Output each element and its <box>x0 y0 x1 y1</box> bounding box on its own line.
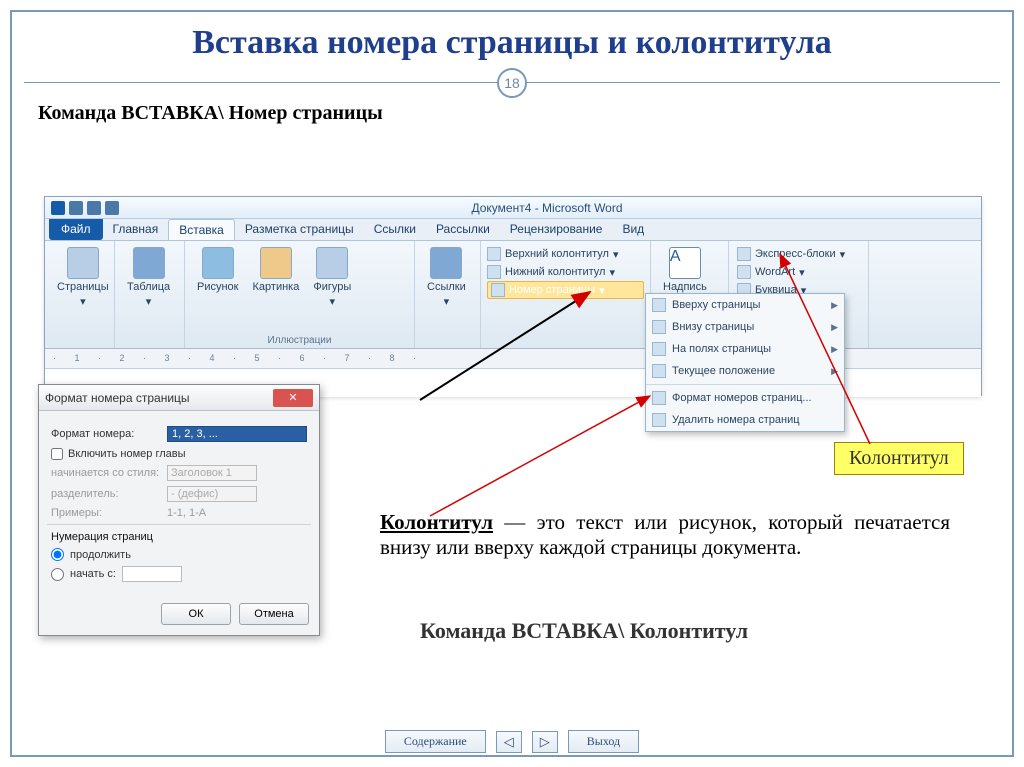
current-icon <box>652 364 666 378</box>
quickparts-button[interactable]: Экспресс-блоки ▾ <box>737 245 860 263</box>
header-button[interactable]: Верхний колонтитул ▾ <box>487 245 644 263</box>
tab-file[interactable]: Файл <box>49 219 103 240</box>
illustrations-group-label: Иллюстрации <box>185 335 414 346</box>
format-select[interactable]: 1, 2, 3, ... <box>167 426 307 442</box>
links-label: Ссылки <box>427 281 466 293</box>
starts-with-style-label: начинается со стиля: <box>51 467 161 479</box>
ok-button[interactable]: ОК <box>161 603 231 625</box>
table-label: Таблица <box>127 281 170 293</box>
dropdown-format-page-numbers[interactable]: Формат номеров страниц... <box>646 387 844 409</box>
include-chapter-label: Включить номер главы <box>68 448 186 460</box>
command2-label: Команда ВСТАВКА\ Колонтитул <box>420 618 748 644</box>
quick-access-toolbar <box>51 201 119 215</box>
footer-icon <box>487 265 501 279</box>
format-label: Формат номера: <box>51 428 161 440</box>
start-at-radio[interactable] <box>51 568 64 581</box>
shapes-button[interactable]: Фигуры▾ <box>309 245 355 310</box>
dialog-title: Формат номера страницы <box>45 391 190 405</box>
separator-label: разделитель: <box>51 488 161 500</box>
wordart-icon <box>737 265 751 279</box>
tab-references[interactable]: Ссылки <box>364 219 426 240</box>
prev-button[interactable]: ◁ <box>496 731 522 753</box>
explanation-term: Колонтитул <box>380 510 493 534</box>
picture-label: Рисунок <box>197 281 239 293</box>
picture-button[interactable]: Рисунок <box>193 245 243 310</box>
tab-view[interactable]: Вид <box>612 219 654 240</box>
page-number-format-dialog: Формат номера страницы ✕ Формат номера: … <box>38 384 320 636</box>
clipart-button[interactable]: Картинка <box>249 245 304 310</box>
quickparts-icon <box>737 247 751 261</box>
format-icon <box>652 391 666 405</box>
clipart-label: Картинка <box>253 281 300 293</box>
word-icon <box>51 201 65 215</box>
table-button[interactable]: Таблица▾ <box>123 245 174 310</box>
save-icon[interactable] <box>69 201 83 215</box>
start-at-input[interactable] <box>122 566 182 582</box>
contents-button[interactable]: Содержание <box>385 730 486 753</box>
dropdown-bottom-of-page[interactable]: Внизу страницы▶ <box>646 316 844 338</box>
page-number-dropdown: Вверху страницы▶ Внизу страницы▶ На поля… <box>645 293 845 432</box>
ribbon-tabs: Файл Главная Вставка Разметка страницы С… <box>45 219 981 241</box>
tab-layout[interactable]: Разметка страницы <box>235 219 364 240</box>
dropdown-remove-page-numbers[interactable]: Удалить номера страниц <box>646 409 844 431</box>
include-chapter-checkbox[interactable] <box>51 448 63 460</box>
tab-mailings[interactable]: Рассылки <box>426 219 500 240</box>
tab-review[interactable]: Рецензирование <box>500 219 613 240</box>
pages-label: Страницы <box>57 281 109 293</box>
header-label: Верхний колонтитул <box>505 248 609 260</box>
undo-icon[interactable] <box>87 201 101 215</box>
continue-label: продолжить <box>70 549 131 561</box>
continue-radio[interactable] <box>51 548 64 561</box>
separator-value: - (дефис) <box>167 486 257 502</box>
explanation-text: Колонтитул — это текст или рисунок, кото… <box>380 510 950 560</box>
window-title: Документ4 - Microsoft Word <box>119 201 975 215</box>
footer-button[interactable]: Нижний колонтитул ▾ <box>487 263 644 281</box>
dropdown-current-position[interactable]: Текущее положение▶ <box>646 360 844 382</box>
wordart-label: WordArt <box>755 266 795 278</box>
wordart-button[interactable]: WordArt ▾ <box>737 263 860 281</box>
word-window: Документ4 - Microsoft Word Файл Главная … <box>44 196 982 396</box>
remove-icon <box>652 413 666 427</box>
margins-icon <box>652 342 666 356</box>
header-icon <box>487 247 501 261</box>
page-number-button[interactable]: Номер страницы ▾ <box>487 281 644 299</box>
pages-button[interactable]: Страницы▾ <box>53 245 113 310</box>
cancel-button[interactable]: Отмена <box>239 603 309 625</box>
top-icon <box>652 298 666 312</box>
bottom-icon <box>652 320 666 334</box>
links-button[interactable]: Ссылки▾ <box>423 245 470 310</box>
quickparts-label: Экспресс-блоки <box>755 248 836 260</box>
page-number-icon <box>491 283 505 297</box>
next-button[interactable]: ▷ <box>532 731 558 753</box>
shapes-label: Фигуры <box>313 281 351 293</box>
start-at-label: начать с: <box>70 568 116 580</box>
examples-label: Примеры: <box>51 507 161 519</box>
callout-label: Колонтитул <box>834 442 964 475</box>
dropdown-page-margins[interactable]: На полях страницы▶ <box>646 338 844 360</box>
tab-insert[interactable]: Вставка <box>168 219 235 240</box>
exit-button[interactable]: Выход <box>568 730 639 753</box>
redo-icon[interactable] <box>105 201 119 215</box>
dialog-close-button[interactable]: ✕ <box>273 389 313 407</box>
page-number-badge: 18 <box>497 68 527 98</box>
page-number-label: Номер страницы <box>509 284 595 296</box>
footer-label: Нижний колонтитул <box>505 266 605 278</box>
slide-title: Вставка номера страницы и колонтитула <box>12 12 1012 68</box>
numbering-title: Нумерация страниц <box>51 531 307 543</box>
section-command-label: Команда ВСТАВКА\ Номер страницы <box>12 98 1012 131</box>
starts-with-style-value: Заголовок 1 <box>167 465 257 481</box>
dropdown-top-of-page[interactable]: Вверху страницы▶ <box>646 294 844 316</box>
examples-value: 1-1, 1-A <box>167 507 206 519</box>
tab-home[interactable]: Главная <box>103 219 169 240</box>
textbox-label: Надпись <box>663 281 707 293</box>
